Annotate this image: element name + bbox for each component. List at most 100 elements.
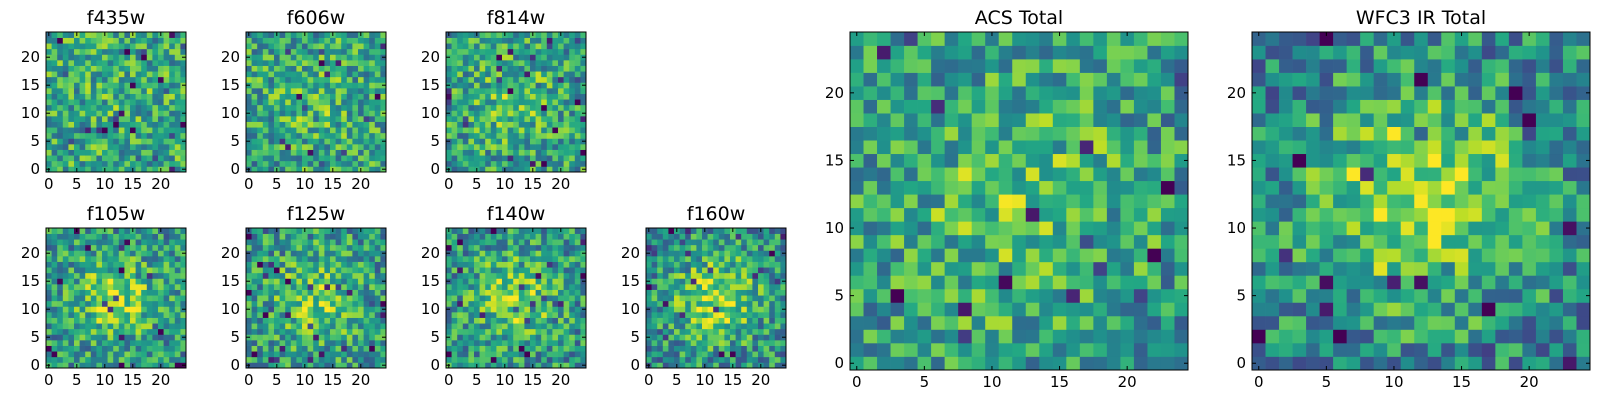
heatmap-cell xyxy=(246,127,252,134)
heatmap-cell xyxy=(96,132,103,139)
heatmap-cell xyxy=(1025,207,1040,222)
heatmap-cell xyxy=(1012,167,1027,182)
heatmap-cell xyxy=(574,239,581,246)
heatmap-cell xyxy=(730,356,736,363)
heatmap-cell xyxy=(62,71,69,78)
heatmap-cell xyxy=(468,228,475,234)
heatmap-cell xyxy=(502,295,508,302)
heatmap-cell xyxy=(707,312,714,318)
heatmap-cell xyxy=(485,345,492,352)
heatmap-cell xyxy=(513,160,520,167)
heatmap-cell xyxy=(513,278,520,285)
heatmap-cell xyxy=(274,261,280,268)
heatmap-cell xyxy=(346,104,353,111)
heatmap-cell xyxy=(713,284,720,290)
heatmap-cell xyxy=(468,32,475,38)
heatmap-cell xyxy=(124,340,131,346)
heatmap-cell xyxy=(290,104,297,111)
heatmap-cell xyxy=(1012,356,1027,371)
heatmap-cell xyxy=(1052,180,1067,195)
heatmap-cell xyxy=(696,284,703,290)
heatmap-cell xyxy=(746,284,753,290)
heatmap-cell xyxy=(163,356,170,363)
heatmap-cell xyxy=(346,334,353,341)
heatmap-cell xyxy=(313,166,320,173)
heatmap-cell xyxy=(369,54,376,61)
heatmap-cell xyxy=(558,54,564,61)
heatmap-cell xyxy=(1025,288,1040,303)
heatmap-cell xyxy=(758,317,764,324)
heatmap-cell xyxy=(346,88,353,94)
heatmap-cell xyxy=(296,65,303,72)
heatmap-cell xyxy=(530,138,536,145)
heatmap-cell xyxy=(374,121,381,128)
heatmap-cell xyxy=(513,317,520,324)
heatmap-cell xyxy=(518,233,525,240)
heatmap-cell xyxy=(107,312,114,318)
heatmap-cell xyxy=(662,312,669,318)
heatmap-cell xyxy=(674,261,680,268)
heatmap-cell xyxy=(535,250,542,257)
heatmap-cell xyxy=(257,267,264,274)
heatmap-cell xyxy=(369,284,376,290)
heatmap-cell xyxy=(262,250,269,257)
heatmap-cell xyxy=(474,278,480,285)
heatmap-cell xyxy=(163,43,170,50)
heatmap-cell xyxy=(262,300,269,307)
heatmap-cell xyxy=(1174,234,1189,249)
heatmap-cell xyxy=(163,37,170,44)
heatmap-cell xyxy=(718,312,725,318)
heatmap-cell xyxy=(468,340,475,346)
heatmap-cell xyxy=(285,284,292,290)
heatmap-cell xyxy=(651,362,658,369)
heatmap-cell xyxy=(158,300,164,307)
heatmap-cell xyxy=(313,284,320,290)
heatmap-cell xyxy=(180,272,187,279)
heatmap-cell xyxy=(118,300,125,307)
heatmap-cell xyxy=(724,323,731,330)
heatmap-cell xyxy=(850,248,864,263)
heatmap-cell xyxy=(302,48,308,55)
heatmap-cell xyxy=(369,323,376,330)
heatmap-cell xyxy=(90,132,97,139)
heatmap-cell xyxy=(546,65,553,72)
heatmap-cell xyxy=(569,323,576,330)
heatmap-cell xyxy=(735,317,742,324)
heatmap-cell xyxy=(118,104,125,111)
heatmap-cell xyxy=(46,323,52,330)
heatmap-cell xyxy=(746,256,753,262)
heatmap-cell xyxy=(541,261,548,268)
heatmap-cell xyxy=(524,48,531,55)
heatmap-cell xyxy=(79,160,86,167)
x-tick-label: 5 xyxy=(672,371,682,389)
heatmap-cell xyxy=(318,334,325,341)
heatmap-cell xyxy=(763,317,770,324)
panel-title: f435w xyxy=(87,7,146,29)
heatmap-cell xyxy=(102,351,108,358)
heatmap-cell xyxy=(330,317,336,324)
heatmap-cell xyxy=(135,272,142,279)
heatmap-cell xyxy=(107,228,114,234)
heatmap-cell xyxy=(374,323,381,330)
heatmap-cell xyxy=(507,48,514,55)
heatmap-cell xyxy=(890,153,905,168)
heatmap-cell xyxy=(57,104,64,111)
heatmap-cell xyxy=(496,284,503,290)
heatmap-cell xyxy=(524,160,531,167)
heatmap-cell xyxy=(296,239,303,246)
heatmap-cell xyxy=(651,351,658,358)
heatmap-cell xyxy=(524,65,531,72)
heatmap-cell xyxy=(1147,315,1162,330)
x-tick-label: 20 xyxy=(551,175,570,193)
heatmap-cell xyxy=(668,312,675,318)
heatmap-cell xyxy=(68,323,75,330)
heatmap-cell xyxy=(85,138,92,145)
heatmap-cell xyxy=(341,32,348,38)
heatmap-cell xyxy=(107,362,114,369)
heatmap-cell xyxy=(51,82,58,89)
heatmap-cell xyxy=(679,272,686,279)
panel-title: f160w xyxy=(687,203,746,225)
heatmap-cell xyxy=(346,317,353,324)
heatmap-cell xyxy=(268,256,275,262)
